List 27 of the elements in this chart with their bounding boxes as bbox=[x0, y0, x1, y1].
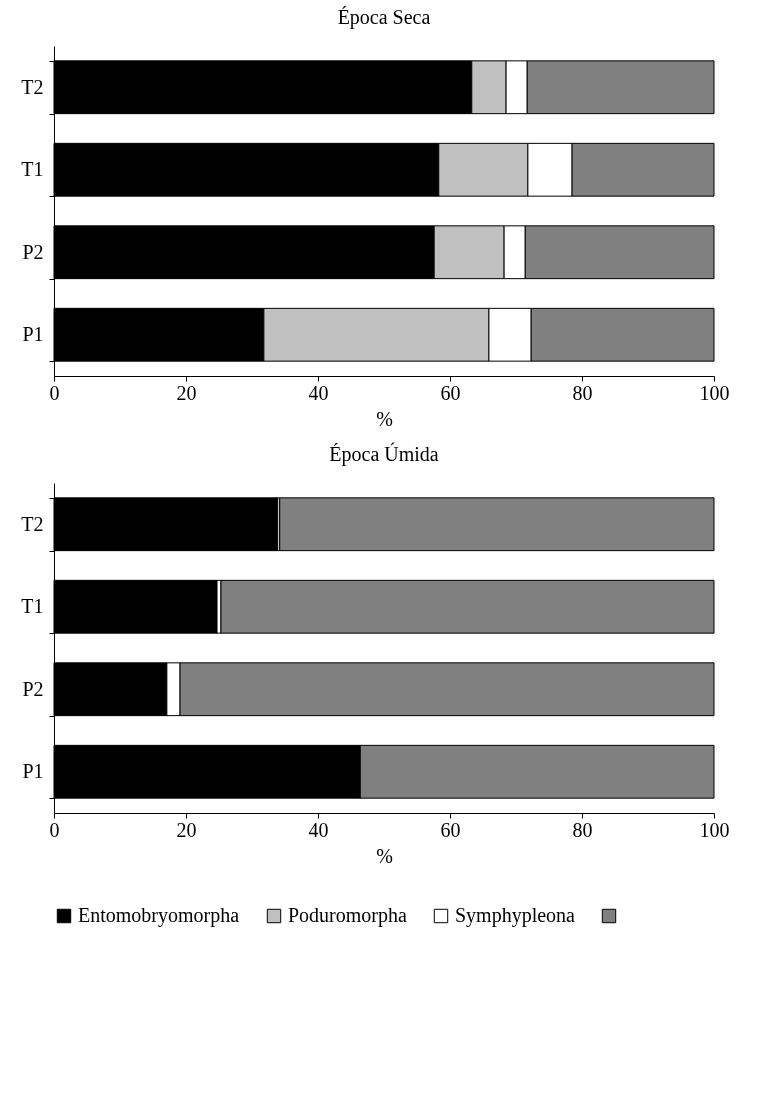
legend-label: Symphypleona bbox=[455, 904, 576, 927]
x-axis-title: % bbox=[376, 844, 393, 867]
x-tick-label: 80 bbox=[572, 818, 593, 841]
x-tick-label: 80 bbox=[572, 381, 593, 404]
legend-label: Poduromorpha bbox=[288, 904, 407, 927]
x-tick-label: 100 bbox=[699, 381, 730, 404]
x-tick-label: 60 bbox=[440, 818, 461, 841]
x-tick-label: 0 bbox=[49, 818, 60, 841]
x-tick-label: 20 bbox=[176, 818, 197, 841]
x-tick-label: 60 bbox=[440, 381, 461, 404]
y-tick-label: P2 bbox=[22, 240, 44, 263]
y-tick-label: P1 bbox=[22, 760, 44, 783]
x-tick-label: 40 bbox=[308, 381, 329, 404]
y-tick-label: P2 bbox=[22, 677, 44, 700]
y-tick-label: T1 bbox=[21, 595, 44, 618]
x-tick-label: 0 bbox=[49, 381, 60, 404]
x-tick-label: 20 bbox=[176, 381, 197, 404]
chart-title: Época Seca bbox=[337, 6, 431, 29]
y-tick-label: T1 bbox=[21, 158, 44, 181]
chart-title: Época Úmida bbox=[329, 442, 439, 466]
y-tick-label: T2 bbox=[21, 75, 44, 98]
legend-label: Entomobryomorpha bbox=[78, 904, 240, 927]
x-tick-label: 40 bbox=[308, 818, 329, 841]
y-tick-label: P1 bbox=[22, 323, 44, 346]
y-tick-label: T2 bbox=[21, 512, 44, 535]
x-axis-title: % bbox=[376, 407, 393, 430]
x-tick-label: 100 bbox=[699, 818, 730, 841]
